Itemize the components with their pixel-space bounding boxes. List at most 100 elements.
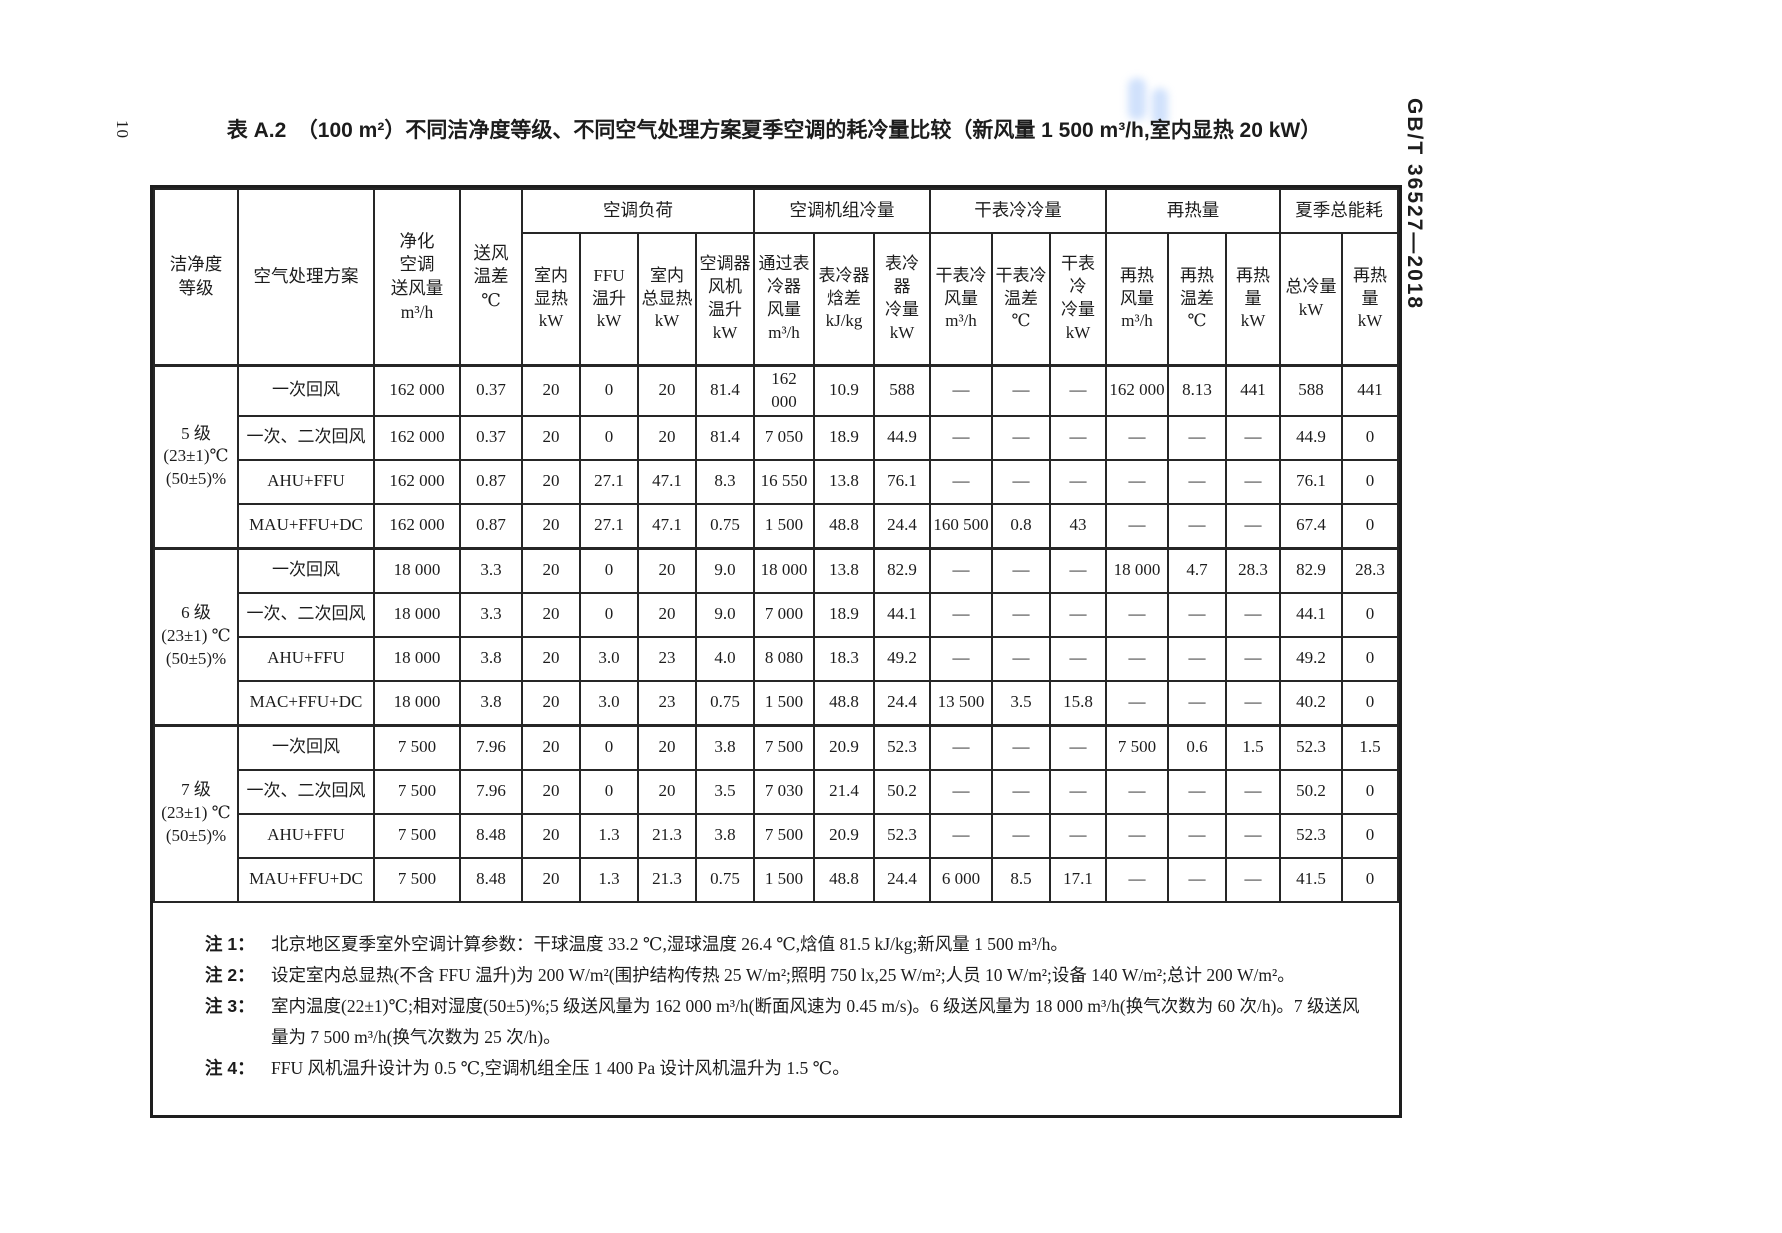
value-cell: 48.8 bbox=[813, 856, 875, 903]
value-cell: — bbox=[991, 812, 1051, 859]
value-cell: 20 bbox=[521, 812, 581, 859]
note-label: 注 1： bbox=[205, 933, 255, 954]
col-dry-coil-airflow: 干表冷 风量 m³/h bbox=[929, 232, 993, 367]
table-row: 7 级 (23±1) ℃ (50±5)% 一次回风 7 500 7.96 20 0 20 3.… bbox=[153, 723, 1400, 903]
table-row: MAU+FFU+DC 7 500 8.48 20 1.3 21.3 0.75 1 500 48.… bbox=[154, 856, 1400, 903]
value-cell: 52.3 bbox=[1279, 723, 1344, 771]
value-cell: 24.4 bbox=[873, 502, 931, 550]
value-cell: 48.8 bbox=[813, 502, 875, 550]
table-row: 5 级 (23±1)℃ (50±5)% 一次回风 162 000 0.37 20 0 20 8… bbox=[153, 363, 1400, 550]
group-dry-coil-cooling: 干表冷冷量 bbox=[928, 188, 1108, 234]
value-cell: 76.1 bbox=[1279, 458, 1344, 505]
value-cell: 162 000 bbox=[373, 363, 461, 417]
value-cell: 52.3 bbox=[873, 723, 931, 771]
col-air-treatment-scheme: 空气处理方案 bbox=[237, 188, 375, 367]
value-cell: 7 030 bbox=[753, 768, 815, 815]
col-coil-airflow: 通过表 冷器 风量 m³/h bbox=[753, 232, 815, 367]
value-cell: — bbox=[991, 723, 1051, 771]
value-cell: — bbox=[929, 546, 993, 594]
value-cell: 47.1 bbox=[637, 502, 697, 550]
value-cell: 7 050 bbox=[753, 414, 815, 461]
value-cell: 18.9 bbox=[813, 591, 875, 638]
table-row: AHU+FFU 18 000 3.8 20 3.0 23 4.0 8 080 18.3 49.2—… bbox=[154, 635, 1400, 682]
value-cell: 20 bbox=[637, 546, 697, 594]
value-cell: 0.8 bbox=[991, 502, 1051, 550]
value-cell: 28.3 bbox=[1341, 546, 1400, 594]
value-cell: 13 500 bbox=[929, 679, 993, 727]
scheme-cell: AHU+FFU bbox=[237, 635, 375, 682]
value-cell: 20 bbox=[521, 591, 581, 638]
value-cell: 43 bbox=[1048, 502, 1108, 550]
value-cell: 20 bbox=[521, 768, 581, 815]
value-cell: — bbox=[1225, 591, 1282, 638]
value-cell: 13.8 bbox=[813, 546, 875, 594]
value-cell: 3.3 bbox=[459, 546, 523, 594]
value-cell: — bbox=[1225, 635, 1282, 682]
value-cell: 0.75 bbox=[695, 502, 755, 550]
value-cell: 27.1 bbox=[579, 458, 639, 505]
value-cell: 20 bbox=[521, 635, 581, 682]
col-coil-enthalpy-diff: 表冷器 焓差 kJ/kg bbox=[813, 232, 875, 367]
value-cell: 8.5 bbox=[991, 856, 1051, 903]
value-cell: 3.8 bbox=[695, 723, 755, 771]
value-cell: — bbox=[1048, 812, 1108, 859]
value-cell: 17.1 bbox=[1048, 856, 1108, 903]
note-text: 北京地区夏季室外空调计算参数：干球温度 33.2 ℃,湿球温度 26.4 ℃,焓… bbox=[271, 933, 1068, 954]
value-cell: — bbox=[1167, 679, 1228, 727]
standard-code: GB/T 36527—2018 bbox=[1403, 98, 1426, 311]
value-cell: 41.5 bbox=[1279, 856, 1344, 903]
col-ffu-temp-rise: FFU 温升 kW bbox=[579, 232, 639, 367]
col-reheat-temp-diff: 再热 温差 ℃ bbox=[1167, 232, 1228, 367]
value-cell: — bbox=[929, 635, 993, 682]
value-cell: 20.9 bbox=[813, 812, 875, 859]
note-label: 注 4： bbox=[205, 1058, 255, 1079]
cleanliness-level-cell: 5 级 (23±1)℃ (50±5)% bbox=[153, 364, 239, 550]
scheme-cell: 一次、二次回风 bbox=[237, 591, 375, 638]
value-cell: 50.2 bbox=[1279, 768, 1344, 815]
value-cell: 20 bbox=[637, 768, 697, 815]
value-cell: — bbox=[929, 458, 993, 505]
table-row: 一次、二次回风 162 000 0.37 20 0 20 81.4 7 050 18.9 44.9… bbox=[154, 414, 1400, 461]
col-reheat-airflow: 再热 风量 m³/h bbox=[1105, 232, 1170, 367]
table-row: MAU+FFU+DC 162 000 0.87 20 27.1 47.1 0.75 1 500… bbox=[154, 502, 1400, 550]
value-cell: 0 bbox=[1341, 502, 1400, 550]
value-cell: 67.4 bbox=[1279, 502, 1344, 550]
value-cell: 7.96 bbox=[459, 723, 523, 771]
table-row: AHU+FFU 162 000 0.87 20 27.1 47.1 8.3 16 550 13.… bbox=[154, 458, 1400, 505]
value-cell: 20 bbox=[637, 363, 697, 417]
value-cell: — bbox=[1167, 414, 1228, 461]
value-cell: — bbox=[1167, 591, 1228, 638]
value-cell: — bbox=[929, 723, 993, 771]
value-cell: 441 bbox=[1225, 363, 1282, 417]
value-cell: 6 000 bbox=[929, 856, 993, 903]
value-cell: 162 000 bbox=[373, 458, 461, 505]
value-cell: 1 500 bbox=[753, 856, 815, 903]
value-cell: 9.0 bbox=[695, 546, 755, 594]
col-purified-supply-airflow: 净化 空调 送风量 m³/h bbox=[373, 188, 461, 367]
value-cell: 3.5 bbox=[991, 679, 1051, 727]
value-cell: 3.0 bbox=[579, 635, 639, 682]
value-cell: 1 500 bbox=[753, 679, 815, 727]
value-cell: 441 bbox=[1341, 363, 1400, 417]
value-cell: 18 000 bbox=[753, 546, 815, 594]
value-cell: 20 bbox=[521, 679, 581, 727]
value-cell: 18 000 bbox=[1105, 546, 1170, 594]
value-cell: 24.4 bbox=[873, 679, 931, 727]
table-row: 一次、二次回风 18 000 3.3 20 0 20 9.0 7 000 18.9 44.1— — —… bbox=[154, 591, 1400, 638]
value-cell: — bbox=[1167, 856, 1228, 903]
value-cell: — bbox=[1105, 635, 1170, 682]
value-cell: — bbox=[929, 414, 993, 461]
value-cell: 48.8 bbox=[813, 679, 875, 727]
value-cell: — bbox=[1167, 458, 1228, 505]
value-cell: — bbox=[991, 363, 1051, 417]
value-cell: 20 bbox=[521, 363, 581, 417]
value-cell: 1.3 bbox=[579, 812, 639, 859]
value-cell: — bbox=[929, 363, 993, 417]
value-cell: — bbox=[1167, 635, 1228, 682]
notes-section: 注 1： 北京地区夏季室外空调计算参数：干球温度 33.2 ℃,湿球温度 26.4… bbox=[153, 903, 1397, 1115]
value-cell: 0 bbox=[1341, 591, 1400, 638]
table-row: 6 级 (23±1) ℃ (50±5)% 一次回风 18 000 3.3 20 0 20 9.… bbox=[153, 546, 1400, 727]
table-body: 5 级 (23±1)℃ (50±5)% 一次回风 162 000 0.37 20 0 20 8… bbox=[153, 363, 1400, 903]
value-cell: 8.13 bbox=[1167, 363, 1228, 417]
